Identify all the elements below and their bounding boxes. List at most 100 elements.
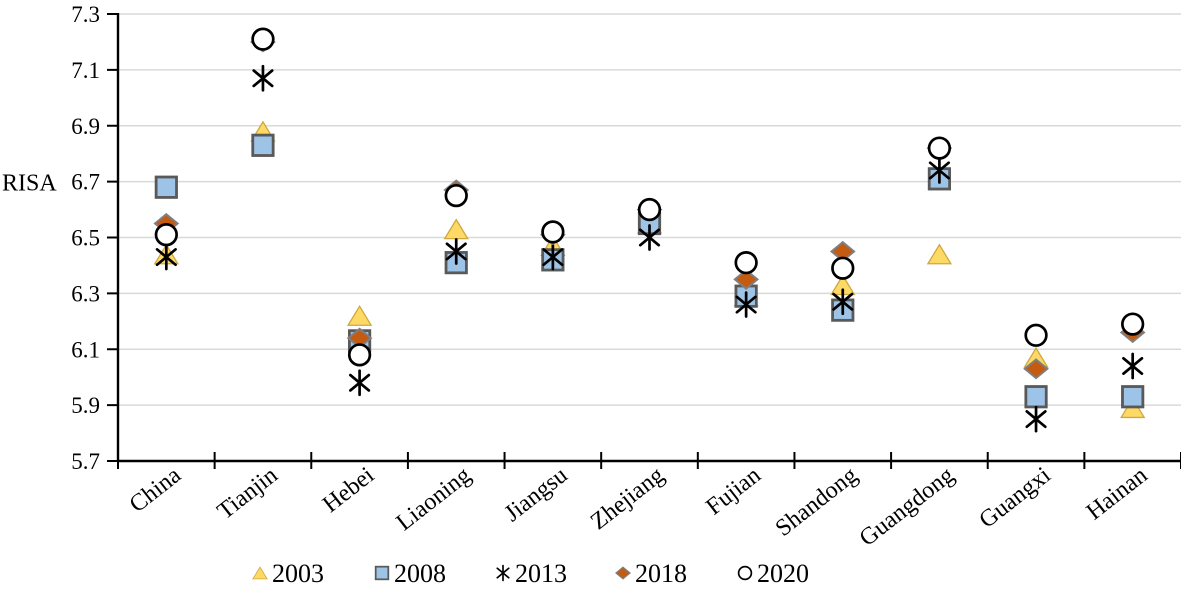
x-category-label-text: Jiangsu <box>500 462 573 527</box>
y-tick-label: 6.9 <box>71 114 100 139</box>
marker-2020-guangdong <box>927 136 952 160</box>
triangle-marker-icon <box>926 243 953 265</box>
marker-2018-guangxi <box>1023 358 1049 380</box>
legend-marker-2013 <box>496 564 510 582</box>
asterisk-marker-icon <box>252 69 274 88</box>
marker-2013-guangdong <box>928 157 950 184</box>
asterisk-marker-icon <box>155 248 177 267</box>
x-category-label-guangxi: Guangxi <box>975 462 1056 534</box>
series-2020 <box>154 27 1145 367</box>
y-tick-label: 6.7 <box>71 170 100 195</box>
legend-item-2018: 2018 <box>615 559 687 588</box>
y-tick-label: 6.1 <box>71 337 100 362</box>
triangle-marker-icon <box>346 304 373 326</box>
marker-2018-fujian <box>733 268 760 291</box>
marker-2013-china <box>155 243 177 271</box>
triangle-marker-icon <box>443 218 469 240</box>
marker-2020-jiangsu <box>541 220 565 244</box>
circle-marker-icon <box>1121 312 1145 336</box>
y-axis-title: RISA <box>2 171 57 197</box>
circle-marker-icon <box>737 565 753 581</box>
x-category-label-text: Zhejiang <box>586 462 669 535</box>
y-tick-label: 6.5 <box>71 226 100 251</box>
x-category-label-tianjin: Tianjin <box>213 462 283 525</box>
marker-2003-liaoning <box>443 218 469 240</box>
marker-2003-hebei <box>346 304 373 326</box>
x-category-label-text: Tianjin <box>213 462 283 525</box>
asterisk-marker-icon <box>638 228 661 247</box>
x-category-label-zhejiang: Zhejiang <box>586 462 669 535</box>
circle-marker-icon <box>347 343 372 367</box>
x-category-label-text: Guangxi <box>975 462 1056 534</box>
marker-2013-tianjin <box>252 64 274 92</box>
asterisk-marker-icon <box>349 373 371 392</box>
asterisk-marker-icon <box>445 242 467 261</box>
legend-marker-2008 <box>374 565 390 581</box>
x-category-label-text: Hebei <box>318 462 379 518</box>
x-category-label-jiangsu: Jiangsu <box>500 462 573 527</box>
diamond-marker-icon <box>733 268 760 291</box>
marker-2020-china <box>154 223 178 247</box>
x-category-label-guangdong: Guangdong <box>855 462 959 551</box>
marker-2020-tianjin <box>251 27 275 51</box>
x-category-label-hebei: Hebei <box>318 462 379 518</box>
square-marker-icon <box>374 565 390 581</box>
y-tick-label: 5.7 <box>71 449 100 474</box>
marker-2013-fujian <box>735 291 757 318</box>
asterisk-marker-icon <box>735 295 757 314</box>
marker-2013-liaoning <box>445 238 467 265</box>
y-tick-label: 5.9 <box>71 393 100 418</box>
asterisk-marker-icon <box>832 292 854 311</box>
y-tick-label: 7.3 <box>71 2 100 27</box>
legend-label-2020: 2020 <box>757 559 809 588</box>
y-tick-label: 6.3 <box>71 281 100 306</box>
series-2003 <box>153 120 1146 419</box>
legend-marker-2020 <box>737 565 753 581</box>
triangle-marker-icon <box>252 566 268 580</box>
legend-marker-2018 <box>615 566 631 580</box>
legend-label-2008: 2008 <box>394 559 446 588</box>
x-category-label-text: Liaoning <box>392 462 476 536</box>
legend-label-2018: 2018 <box>635 559 687 588</box>
legend-item-2020: 2020 <box>737 559 809 588</box>
circle-marker-icon <box>927 136 952 160</box>
circle-marker-icon <box>734 250 758 275</box>
legend-item-2008: 2008 <box>374 559 446 588</box>
x-category-label-shandong: Shandong <box>771 462 863 542</box>
circle-marker-icon <box>444 183 468 208</box>
legend-label-2003: 2003 <box>272 559 324 588</box>
square-marker-icon <box>1121 385 1145 409</box>
legend-label-2013: 2013 <box>515 559 567 588</box>
circle-marker-icon <box>251 27 275 51</box>
x-category-label-text: Hainan <box>1082 462 1153 525</box>
marker-2020-zhejiang <box>637 197 662 222</box>
asterisk-marker-icon <box>496 567 510 579</box>
marker-2020-fujian <box>734 250 758 275</box>
circle-marker-icon <box>1024 323 1048 347</box>
marker-2013-jiangsu <box>542 243 564 271</box>
asterisk-marker-icon <box>542 248 564 267</box>
series-2008 <box>154 133 1145 409</box>
marker-2013-hebei <box>349 369 371 397</box>
legend-item-2003: 2003 <box>252 559 324 588</box>
asterisk-marker-icon <box>1025 410 1047 429</box>
x-category-label-text: Fujian <box>701 462 765 520</box>
x-category-label-china: China <box>125 462 186 518</box>
marker-2008-china <box>154 175 178 199</box>
marker-2008-guangxi <box>1024 385 1048 409</box>
legend-item-2013: 2013 <box>496 559 567 588</box>
y-tick-label: 7.1 <box>71 58 100 83</box>
square-marker-icon <box>1024 385 1048 409</box>
marker-2008-hainan <box>1121 385 1145 409</box>
square-marker-icon <box>154 175 178 199</box>
circle-marker-icon <box>831 256 855 280</box>
marker-2013-zhejiang <box>638 224 661 251</box>
x-category-label-fujian: Fujian <box>701 462 765 520</box>
marker-2020-liaoning <box>444 183 468 208</box>
marker-2020-hebei <box>347 343 372 367</box>
marker-2008-tianjin <box>251 133 275 157</box>
marker-2013-guangxi <box>1025 405 1047 433</box>
asterisk-marker-icon <box>1122 356 1144 376</box>
